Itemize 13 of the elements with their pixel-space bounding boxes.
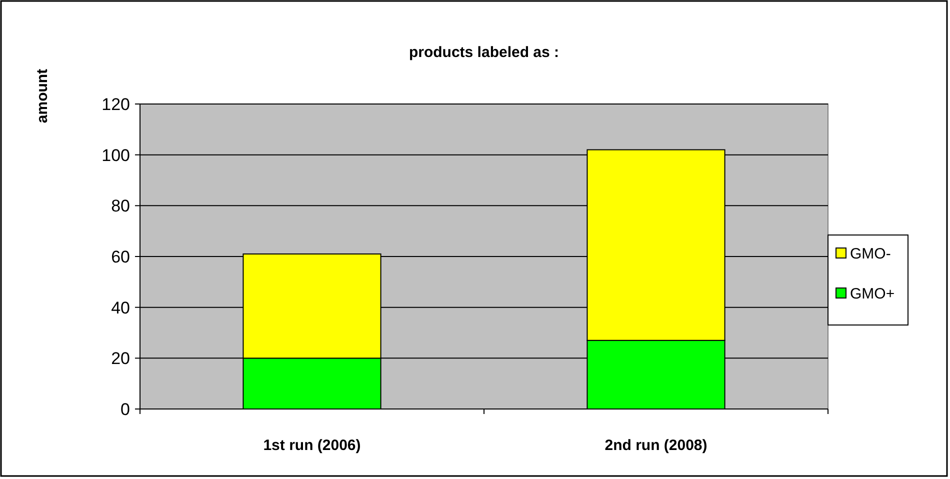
y-tick-label: 20: [111, 349, 130, 368]
y-axis-title: amount: [34, 68, 51, 124]
y-tick-label: 40: [111, 298, 130, 318]
x-tick-label: 2nd run (2008): [604, 437, 708, 454]
y-tick-label: 0: [120, 400, 130, 419]
x-tick-label: 1st run (2006): [263, 437, 361, 454]
y-tick-label: 80: [111, 196, 130, 216]
y-tick-label: 100: [102, 146, 130, 165]
legend-label: GMO-: [850, 245, 891, 262]
y-tick-label: 60: [111, 247, 130, 266]
chart-title: products labeled as :: [408, 44, 560, 61]
y-tick-label: 120: [102, 94, 130, 114]
legend-label: GMO+: [850, 285, 895, 302]
